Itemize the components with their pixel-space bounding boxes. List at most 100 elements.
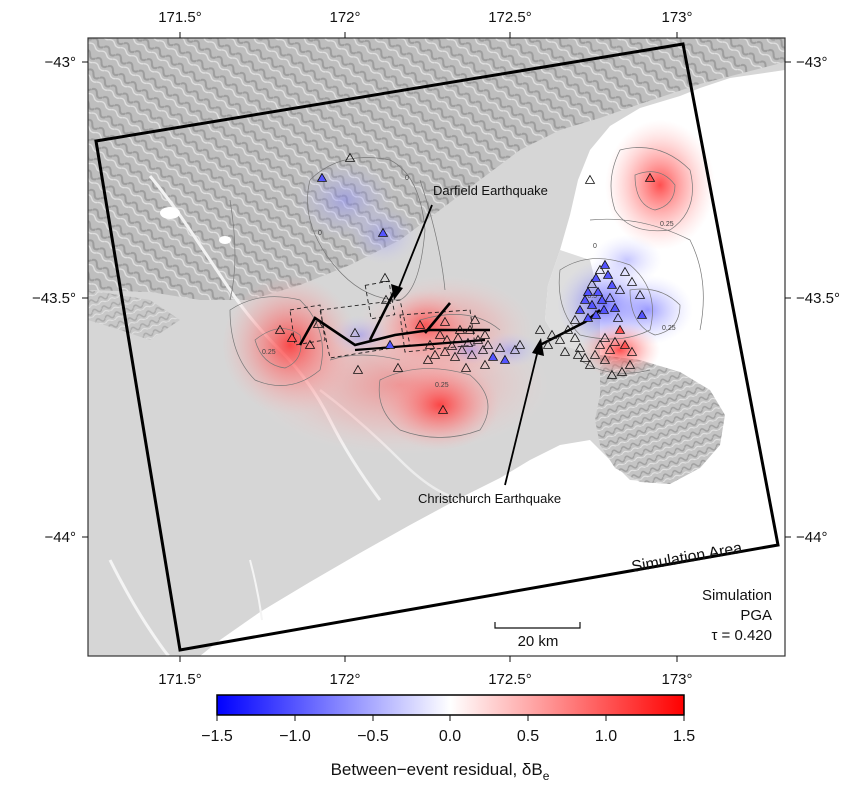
lon-tick-label-top: 172.5° [488, 9, 532, 26]
station-triangle [380, 294, 392, 304]
station-triangle [589, 349, 601, 359]
station-triangle [379, 272, 391, 282]
station-triangle [441, 334, 453, 344]
station-triangle [472, 334, 484, 344]
station-triangle [562, 324, 574, 334]
station-triangle [312, 318, 324, 328]
contour-lines [229, 147, 704, 438]
station-triangle [316, 172, 328, 182]
station-triangle [609, 302, 621, 312]
station-triangle [572, 349, 584, 359]
darfield-earthquake-label: Darfield Earthquake [433, 183, 548, 198]
station-triangle [377, 227, 389, 237]
station-markers [274, 152, 656, 414]
station-triangle [509, 344, 521, 354]
station-triangle [499, 354, 511, 364]
station-triangle [462, 337, 474, 347]
lon-tick-label-top: 171.5° [158, 9, 202, 26]
station-triangle [414, 319, 426, 329]
lon-tick-label-bottom: 172° [329, 671, 360, 688]
station-triangle [614, 324, 626, 334]
station-triangle [599, 354, 611, 364]
station-triangle [434, 329, 446, 339]
info-pga: PGA [740, 607, 772, 624]
station-triangle [439, 346, 451, 356]
colorbar-tick-label: 1.0 [595, 728, 617, 745]
latitude-axis [82, 61, 791, 538]
colorbar-tick-label: −1.5 [201, 728, 233, 745]
contour-label: 0 [318, 230, 322, 237]
lat-tick-label-left: −43° [45, 54, 76, 71]
contour-label: 0.25 [262, 349, 276, 356]
station-triangle [304, 339, 316, 349]
station-triangle [494, 342, 506, 352]
station-triangle [392, 362, 404, 372]
station-triangle [586, 299, 598, 309]
station-triangle [579, 352, 591, 362]
longitude-axis [179, 32, 678, 662]
station-triangle [634, 289, 646, 299]
station-triangle [554, 334, 566, 344]
station-triangle [598, 304, 610, 314]
lat-tick-label-right: −43.5° [796, 290, 840, 307]
colorbar-title: Between−event residual, δBe [331, 760, 550, 783]
station-triangle [477, 344, 489, 354]
station-triangle [619, 266, 631, 276]
station-triangle [542, 339, 554, 349]
colorbar-tick-label: 0.0 [439, 728, 461, 745]
station-triangle [446, 340, 458, 350]
lon-tick-label-bottom: 171.5° [158, 671, 202, 688]
lon-tick-label-bottom: 172.5° [488, 671, 532, 688]
lat-tick-label-left: −43.5° [32, 290, 76, 307]
station-triangle [599, 332, 611, 342]
station-triangle [479, 329, 491, 339]
station-triangle [574, 304, 586, 314]
info-simulation: Simulation [702, 587, 772, 604]
station-triangle [590, 309, 602, 319]
contour-label: 0.25 [435, 382, 449, 389]
station-triangle [454, 324, 466, 334]
station-triangle [599, 259, 611, 269]
lon-tick-label-top: 173° [661, 9, 692, 26]
station-triangle [592, 286, 604, 296]
station-triangle [559, 346, 571, 356]
station-triangle [349, 327, 361, 337]
station-triangle [456, 344, 468, 354]
contour-label: -0.5 [585, 293, 597, 300]
station-triangle [619, 339, 631, 349]
station-triangle [469, 314, 481, 324]
station-triangle [582, 286, 594, 296]
station-triangle [604, 292, 616, 302]
station-triangle [636, 309, 648, 319]
station-triangle [594, 339, 606, 349]
station-triangle [569, 332, 581, 342]
lat-tick-label-right: −43° [796, 54, 827, 71]
station-triangle [424, 339, 436, 349]
contour-label: 0 [593, 243, 597, 250]
station-triangle [644, 172, 656, 182]
station-triangle [574, 342, 586, 352]
station-triangle [584, 174, 596, 184]
annotation-arrows [391, 204, 544, 486]
contour-label: 0.25 [660, 221, 674, 228]
station-triangle [606, 369, 618, 379]
station-triangle [590, 272, 602, 282]
station-triangle [439, 316, 451, 326]
station-triangle [614, 284, 626, 294]
map-frame [87, 37, 786, 657]
info-tau: τ = 0.420 [711, 627, 772, 644]
colorbar [216, 694, 685, 716]
station-triangle [569, 314, 581, 324]
station-triangle [582, 312, 594, 322]
station-triangle [626, 346, 638, 356]
station-triangle [624, 359, 636, 369]
terrain-layer: 0 0 0 0.25 0.25 0.25 -0.5 0.25 [88, 38, 785, 656]
lat-tick-label-left: −44° [45, 529, 76, 546]
station-triangle [596, 294, 608, 304]
christchurch-earthquake-label: Christchurch Earthquake [418, 491, 561, 506]
colorbar-tick-label: −0.5 [357, 728, 389, 745]
station-triangle [534, 324, 546, 334]
station-triangle [352, 364, 364, 374]
scale-bar [494, 622, 581, 629]
